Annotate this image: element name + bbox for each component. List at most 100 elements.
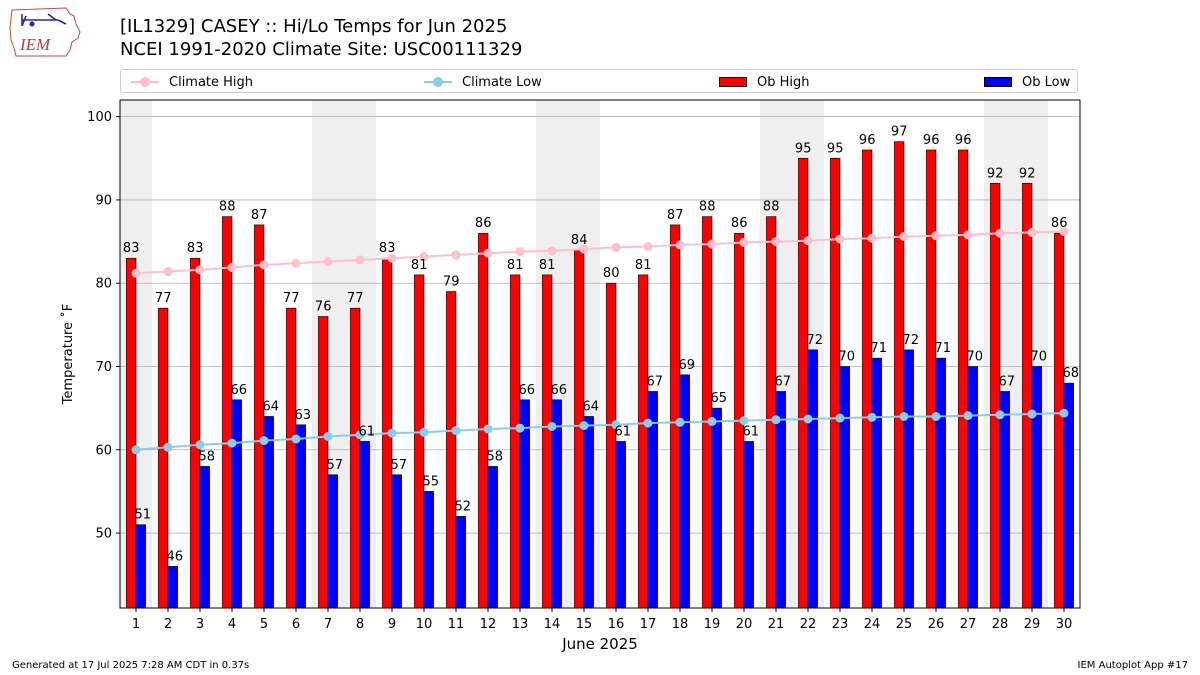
climate-high-point [995,228,1005,238]
ob-low-value-label: 70 [1031,349,1048,364]
x-tick-label: 22 [800,617,817,632]
ob-high-value-label: 86 [731,216,748,231]
climate-low-point [483,424,493,434]
x-axis-label: June 2025 [561,635,638,653]
ob-low-bar [711,407,722,609]
climate-high-point [835,234,845,244]
y-tick-label: 90 [95,193,112,208]
climate-high-point [611,242,621,252]
ob-high-value-label: 97 [891,125,908,140]
climate-low-point [547,421,557,431]
ob-high-value-label: 83 [379,241,396,256]
climate-low-point [643,418,653,428]
climate-low-point [739,416,749,426]
ob-high-value-label: 81 [411,258,428,273]
y-tick-label: 70 [95,360,112,375]
x-tick-label: 4 [228,617,236,632]
x-tick-label: 19 [704,617,721,632]
ob-high-value-label: 83 [187,241,204,256]
climate-high-point [707,239,717,249]
ob-high-bar [926,149,937,609]
ob-low-value-label: 71 [935,341,952,356]
ob-low-value-label: 66 [551,383,568,398]
legend-climate-low: Climate Low [424,73,542,91]
legend-ob-low: Ob Low [984,73,1070,91]
climate-high-point [547,246,557,256]
x-tick-label: 16 [608,617,625,632]
ob-low-bar [1031,366,1042,609]
ob-high-bar [638,274,649,609]
ob-high-bar [1054,232,1065,609]
x-tick-label: 30 [1056,617,1073,632]
ob-high-value-label: 96 [923,133,940,148]
ob-low-bar [167,566,178,609]
ob-high-value-label: 96 [859,133,876,148]
ob-low-value-label: 69 [679,358,696,373]
x-tick-label: 7 [324,617,332,632]
ob-high-bar [350,307,361,609]
x-tick-label: 21 [768,617,785,632]
legend-ob-high: Ob High [719,73,810,91]
chart-title: [IL1329] CASEY :: Hi/Lo Temps for Jun 20… [120,16,508,37]
ob-high-bar [1022,182,1033,609]
climate-low-point [227,438,237,448]
ob-high-value-label: 92 [987,166,1004,181]
ob-low-value-label: 46 [167,549,184,564]
climate-high-point [131,268,141,278]
climate-high-point [323,257,333,267]
climate-high-point [1059,227,1069,237]
ob-low-bar [743,441,754,609]
ob-high-value-label: 76 [315,300,332,315]
iowa-state-outline [9,7,81,57]
climate-low-point [355,430,365,440]
climate-low-line [135,412,1065,451]
ob-high-bar [670,224,681,609]
climate-high-point [963,230,973,240]
ob-low-value-label: 58 [199,449,216,464]
ob-high-value-label: 95 [795,141,812,156]
ob-low-value-label: 57 [391,458,408,473]
ob-high-bar [126,257,137,609]
x-tick-label: 9 [388,617,396,632]
ob-low-value-label: 61 [359,424,376,439]
climate-low-point [675,417,685,427]
ob-high-value-label: 88 [763,200,780,215]
chart-subtitle: NCEI 1991-2020 Climate Site: USC00111329 [120,39,523,60]
x-tick-label: 18 [672,617,689,632]
climate-high-point [931,231,941,241]
legend-climate-high: Climate High [131,73,253,91]
x-tick-label: 24 [864,617,881,632]
ob-high-bar [222,216,233,609]
climate-high-point [451,250,461,260]
ob-low-value-label: 61 [743,424,760,439]
climate-low-point [899,411,909,421]
ob-low-value-label: 57 [327,458,344,473]
ob-high-value-label: 77 [283,291,300,306]
ob-high-bar [286,307,297,609]
ob-low-value-label: 64 [263,399,280,414]
climate-low-point [611,420,621,430]
ob-low-bar [263,416,274,609]
ob-high-value-label: 83 [123,241,140,256]
ob-low-bar [551,399,562,609]
ob-low-bar [359,441,370,609]
climate-low-point [515,423,525,433]
ob-high-value-label: 95 [827,141,844,156]
ob-low-value-label: 72 [903,333,920,348]
x-tick-label: 23 [832,617,849,632]
climate-high-line-swatch [131,77,159,87]
x-tick-label: 2 [164,617,172,632]
ob-high-value-label: 80 [603,266,620,281]
ob-high-value-label: 86 [475,216,492,231]
chart-legend: Climate High Climate Low Ob High Ob Low [120,69,1078,93]
ob-low-bar [615,441,626,609]
x-tick-label: 6 [292,617,300,632]
logo-text: IEM [19,35,51,54]
ob-low-bar [487,466,498,609]
x-tick-label: 14 [544,617,561,632]
y-tick-label: 60 [95,443,112,458]
climate-low-point [387,428,397,438]
climate-low-point [291,434,301,444]
ob-low-bar [391,474,402,609]
climate-high-point [291,258,301,268]
